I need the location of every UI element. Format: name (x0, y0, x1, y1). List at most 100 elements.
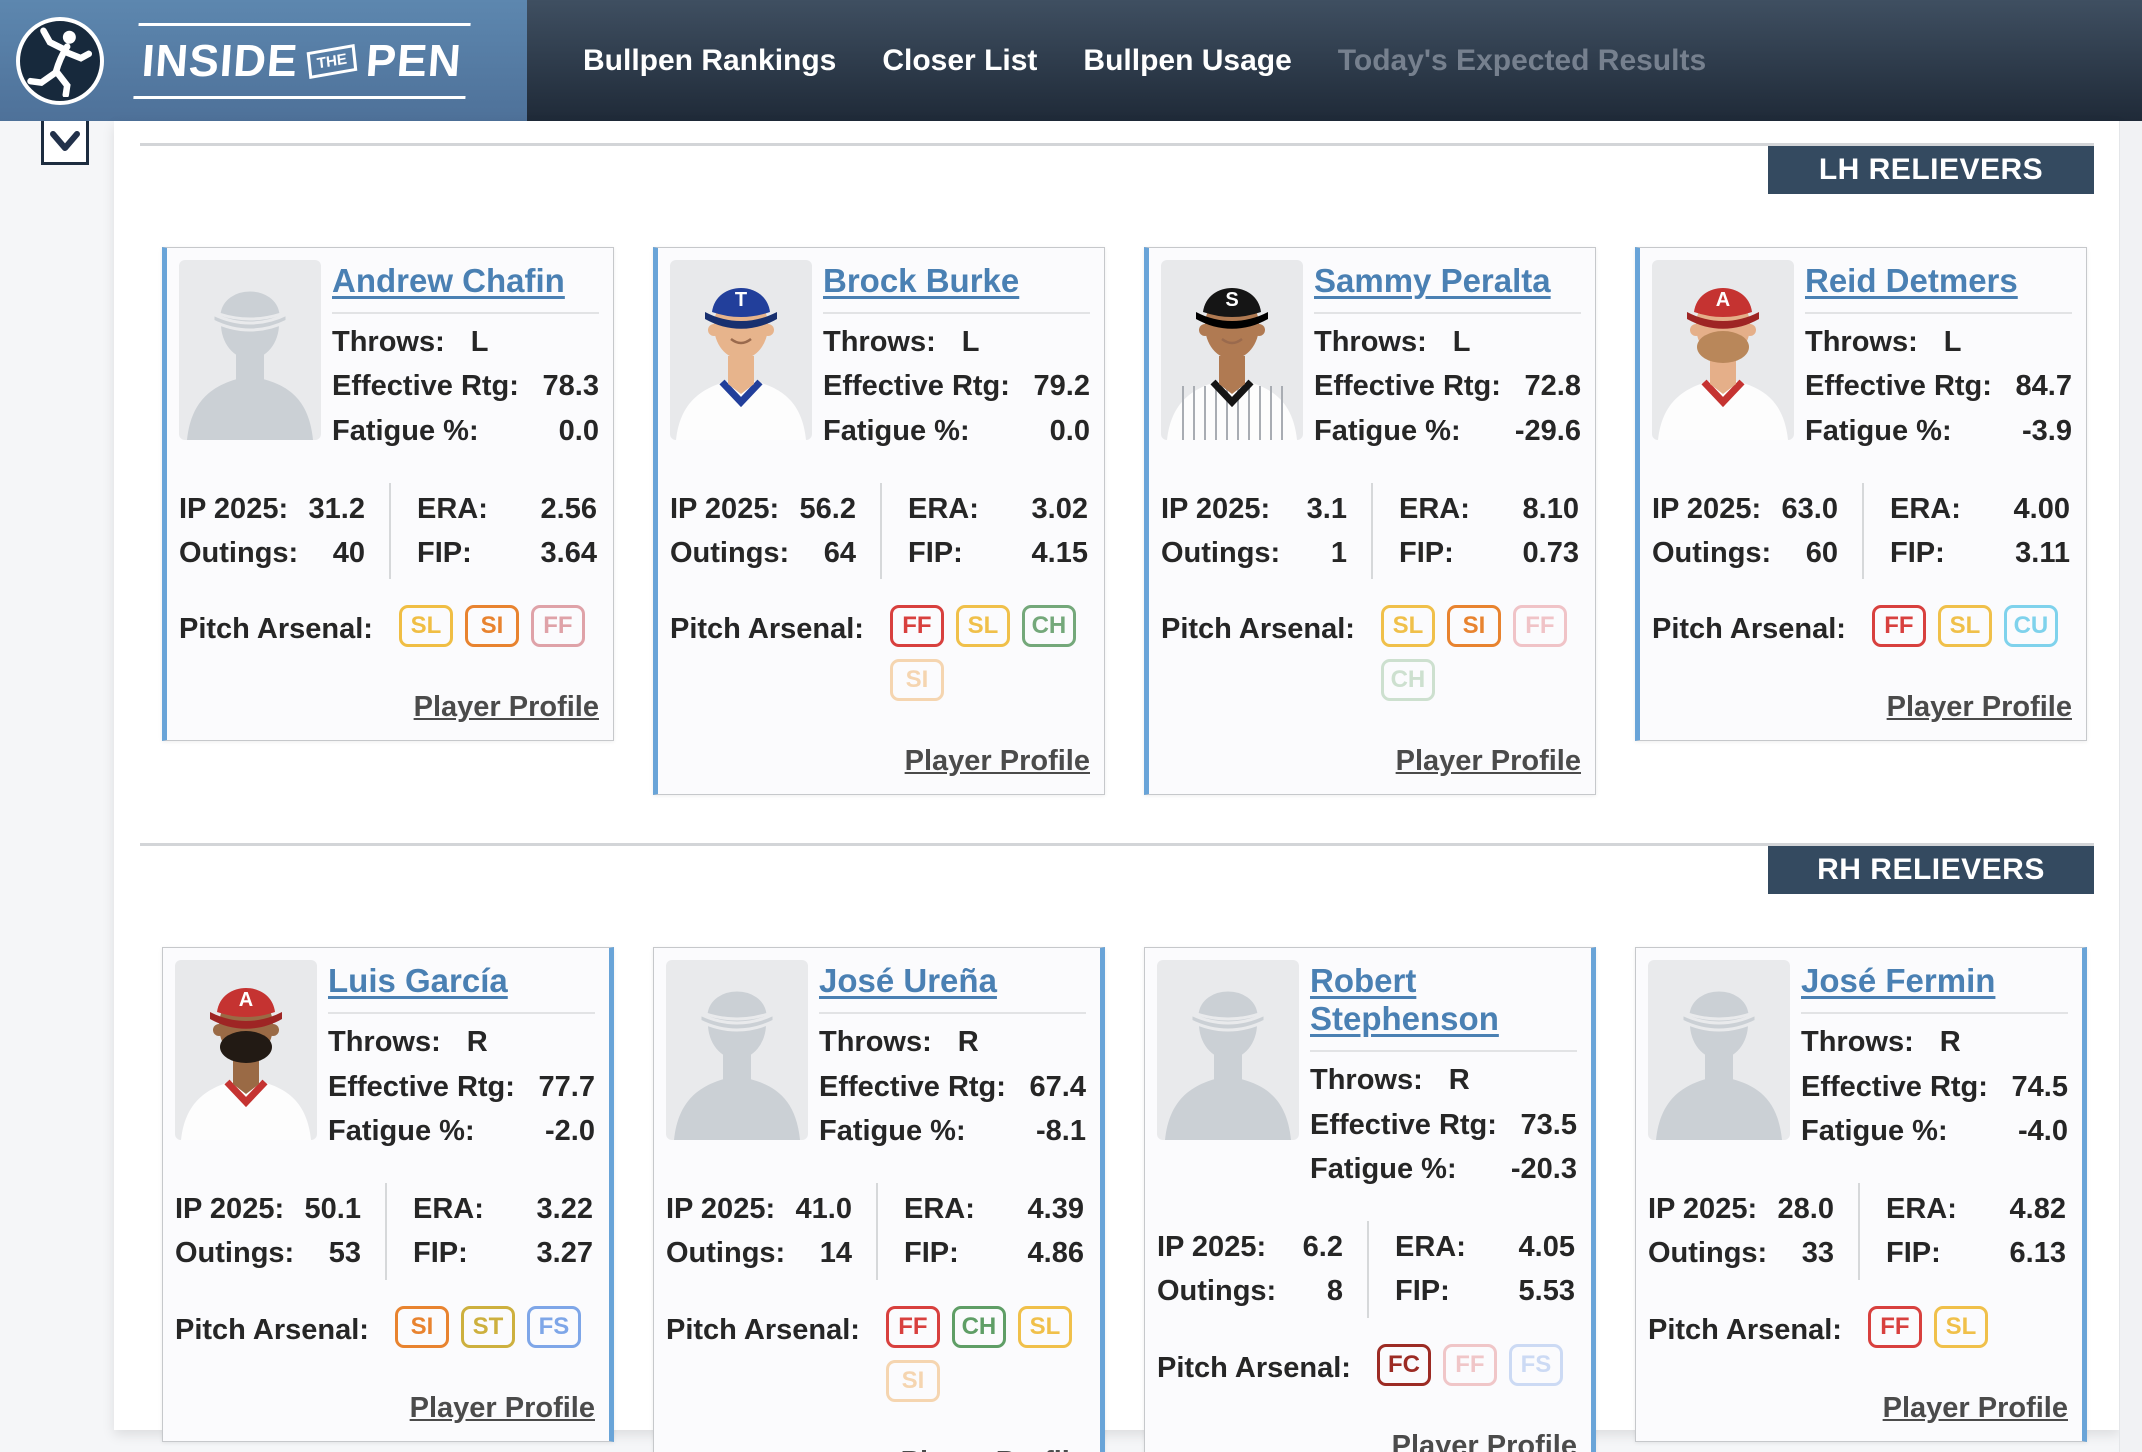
fatigue-row: Fatigue %: -2.0 (328, 1113, 595, 1149)
stat-label: ERA: (417, 492, 488, 525)
player-profile-link[interactable]: Player Profile (1395, 745, 1581, 778)
pitch-badge-CH: CH (1380, 659, 1435, 702)
vertical-scrollbar[interactable] (2119, 121, 2142, 1452)
pitch-arsenal: Pitch Arsenal: SL SI FF CH (1161, 605, 1581, 702)
stat-value: L (961, 326, 980, 358)
pitch-arsenal: Pitch Arsenal: FF SL CH SI (670, 605, 1090, 702)
player-name-link[interactable]: Luis García (328, 962, 508, 1000)
stat-label: Pitch Arsenal: (179, 613, 373, 646)
ip-row: IP 2025: 50.1 (175, 1191, 361, 1227)
player-name-link[interactable]: Reid Detmers (1805, 262, 2018, 299)
stats-grid: IP 2025: 63.0 Outings: 60 ERA: 4.00 FIP: 3.1… (1652, 482, 2072, 580)
stat-label: ERA: (904, 1193, 975, 1225)
player-profile-link[interactable]: Player Profile (901, 1402, 1086, 1452)
player-name-link[interactable]: José Ureña (819, 962, 997, 1000)
stat-label: Outings: (666, 1237, 786, 1270)
pitch-arsenal: Pitch Arsenal: FF CH SL SI (666, 1305, 1086, 1402)
stat-label: Pitch Arsenal: (670, 613, 864, 646)
card-row: Andrew Chafin Throws: L Effective Rtg: 78.… (162, 247, 2094, 796)
pitch-badges: FF SL CH SI (889, 605, 1090, 702)
fatigue-row: Fatigue %: -3.9 (1805, 413, 2072, 449)
stat-label: FIP: (1886, 1237, 1941, 1270)
throws-row: Throws: L (332, 324, 599, 360)
stat-label: Effective Rtg: (1314, 370, 1501, 403)
player-profile-link[interactable]: Player Profile (1886, 691, 2072, 724)
pitch-badge-CH: CH (951, 1305, 1006, 1348)
pitch-badges: FF SL CU (1871, 605, 2072, 648)
player-profile-link[interactable]: Player Profile (1882, 1391, 2068, 1424)
stat-label: IP 2025: (670, 492, 780, 525)
stat-value: 74.5 (2011, 1070, 2068, 1103)
player-name-link[interactable]: Sammy Peralta (1314, 262, 1551, 299)
effective-rtg-row: Effective Rtg: 84.7 (1805, 368, 2072, 404)
throws-row: Throws: R (328, 1024, 595, 1060)
section-divider: RH RELIEVERS (140, 843, 2094, 895)
ip-row: IP 2025: 28.0 (1648, 1191, 1834, 1227)
effective-rtg-row: Effective Rtg: 67.4 (819, 1069, 1086, 1105)
stat-label: FIP: (1399, 537, 1454, 569)
pitch-arsenal: Pitch Arsenal: FF SL (1648, 1305, 2068, 1348)
stat-value: -20.3 (1510, 1152, 1577, 1185)
stat-value: 77.7 (538, 1070, 595, 1103)
pitch-arsenal: Pitch Arsenal: SI ST FS (175, 1305, 595, 1348)
stat-value: 14 (819, 1237, 852, 1270)
player-profile-link[interactable]: Player Profile (1391, 1429, 1577, 1452)
stat-value: 1 (1330, 537, 1347, 569)
effective-rtg-row: Effective Rtg: 74.5 (1801, 1069, 2068, 1105)
stat-value: 4.86 (1027, 1237, 1084, 1270)
stat-label: Pitch Arsenal: (666, 1313, 860, 1346)
stat-value: 8 (1326, 1275, 1343, 1308)
nav-bullpen-rankings[interactable]: Bullpen Rankings (583, 43, 837, 77)
stats-grid: IP 2025: 6.2 Outings: 8 ERA: 4.05 FIP: 5.53 (1157, 1221, 1577, 1318)
player-profile-link[interactable]: Player Profile (409, 1391, 595, 1424)
stat-label: Fatigue %: (1801, 1114, 1948, 1147)
stat-label: ERA: (1399, 492, 1470, 525)
fip-row: FIP: 5.53 (1395, 1273, 1575, 1309)
stat-label: Throws: (328, 1026, 441, 1059)
stat-value: 67.4 (1029, 1070, 1086, 1103)
stat-value: 4.39 (1027, 1193, 1084, 1225)
player-name-link[interactable]: Andrew Chafin (332, 262, 565, 299)
stat-value: L (1452, 326, 1471, 358)
divider (328, 1012, 595, 1015)
player-name-link[interactable]: José Fermin (1801, 962, 1996, 1000)
stat-value: 53 (328, 1237, 361, 1270)
svg-text:A: A (1716, 289, 1730, 311)
pitch-badge-CU: CU (2003, 605, 2058, 648)
pitch-badge-FS: FS (526, 1305, 581, 1348)
effective-rtg-row: Effective Rtg: 78.3 (332, 368, 599, 404)
player-name-link[interactable]: Robert Stephenson (1310, 962, 1499, 1038)
fatigue-row: Fatigue %: -4.0 (1801, 1113, 2068, 1149)
player-name-link[interactable]: Brock Burke (823, 262, 1020, 299)
divider (1310, 1050, 1577, 1053)
stats-grid: IP 2025: 56.2 Outings: 64 ERA: 3.02 FIP: 4.1… (670, 482, 1090, 580)
player-card: José Fermin Throws: R Effective Rtg: 74.5 … (1635, 947, 2087, 1442)
stat-value: 4.00 (2013, 492, 2070, 525)
pitch-badges: FC FF FS (1376, 1343, 1577, 1386)
svg-text:A: A (239, 989, 253, 1011)
player-profile-link[interactable]: Player Profile (413, 691, 599, 724)
pitch-badge-FC: FC (1376, 1343, 1431, 1386)
era-row: ERA: 3.22 (413, 1191, 593, 1227)
section-divider: LH RELIEVERS (140, 143, 2094, 194)
collapse-button[interactable] (41, 121, 89, 165)
nav-closer-list[interactable]: Closer List (882, 43, 1038, 77)
stats-grid: IP 2025: 50.1 Outings: 53 ERA: 3.22 FIP: 3.2… (175, 1183, 595, 1280)
stats-grid: IP 2025: 28.0 Outings: 33 ERA: 4.82 FIP: 6.1… (1648, 1183, 2068, 1280)
stat-label: Fatigue %: (819, 1114, 966, 1147)
nav-bullpen-usage[interactable]: Bullpen Usage (1083, 43, 1292, 77)
pitch-badges: SL SI FF (398, 605, 599, 648)
pitch-badge-SL: SL (398, 605, 453, 648)
stat-value: 84.7 (2015, 370, 2072, 403)
throws-row: Throws: L (823, 324, 1090, 360)
stat-value: 6.13 (2009, 1237, 2066, 1270)
player-photo: T (670, 260, 812, 440)
stat-label: Throws: (819, 1026, 932, 1059)
outings-row: Outings: 8 (1157, 1273, 1343, 1309)
stat-value: 3.64 (540, 537, 597, 569)
fip-row: FIP: 4.15 (908, 535, 1088, 571)
stat-label: Outings: (179, 537, 299, 569)
stat-label: Fatigue %: (1805, 414, 1952, 447)
player-profile-link[interactable]: Player Profile (904, 745, 1090, 778)
brand-logo[interactable]: INSIDE THE PEN (0, 0, 527, 121)
